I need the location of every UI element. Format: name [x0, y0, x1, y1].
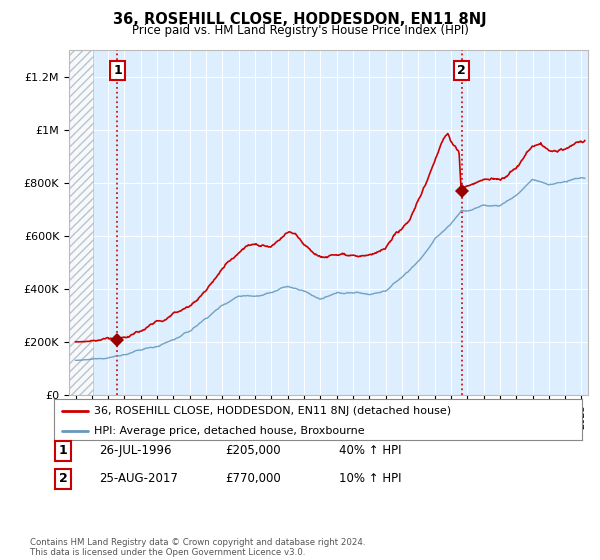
Text: 40% ↑ HPI: 40% ↑ HPI: [339, 444, 401, 458]
Text: HPI: Average price, detached house, Broxbourne: HPI: Average price, detached house, Brox…: [94, 426, 364, 436]
Text: £205,000: £205,000: [225, 444, 281, 458]
Text: Price paid vs. HM Land Registry's House Price Index (HPI): Price paid vs. HM Land Registry's House …: [131, 24, 469, 37]
Text: 36, ROSEHILL CLOSE, HODDESDON, EN11 8NJ: 36, ROSEHILL CLOSE, HODDESDON, EN11 8NJ: [113, 12, 487, 27]
Text: Contains HM Land Registry data © Crown copyright and database right 2024.
This d: Contains HM Land Registry data © Crown c…: [30, 538, 365, 557]
Text: 2: 2: [59, 472, 67, 486]
Text: 1: 1: [113, 64, 122, 77]
Text: 26-JUL-1996: 26-JUL-1996: [99, 444, 172, 458]
Text: 2: 2: [457, 64, 466, 77]
Text: 10% ↑ HPI: 10% ↑ HPI: [339, 472, 401, 486]
Bar: [69, 50, 94, 395]
Text: 36, ROSEHILL CLOSE, HODDESDON, EN11 8NJ (detached house): 36, ROSEHILL CLOSE, HODDESDON, EN11 8NJ …: [94, 405, 451, 416]
Text: £770,000: £770,000: [225, 472, 281, 486]
Text: 1: 1: [59, 444, 67, 458]
Text: 25-AUG-2017: 25-AUG-2017: [99, 472, 178, 486]
